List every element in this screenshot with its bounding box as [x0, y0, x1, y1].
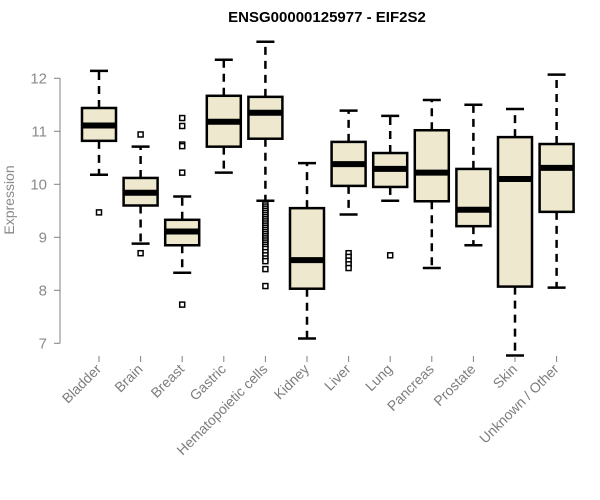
y-tick-label: 11 — [31, 123, 47, 140]
outlier-point — [262, 282, 269, 290]
outlier-point — [262, 265, 269, 273]
outlier-point — [345, 264, 352, 272]
box-iqr — [496, 135, 534, 288]
y-tick-label: 8 — [39, 282, 47, 299]
box-iqr — [413, 128, 451, 203]
y-axis: 7 8 9 10 11 12 — [30, 70, 61, 352]
outlier-point — [178, 301, 186, 308]
outlier-point — [137, 131, 144, 138]
y-tick-label: 7 — [39, 335, 47, 352]
y-tick-label: 10 — [30, 176, 47, 193]
box-iqr — [455, 167, 492, 228]
x-tick-label: Skin — [490, 361, 521, 392]
x-tick-label: Liver — [321, 361, 354, 394]
outlier-point — [178, 122, 186, 130]
x-tick-label: Bladder — [59, 361, 105, 407]
boxes — [80, 40, 575, 357]
box-iqr — [247, 95, 284, 140]
x-tick-label: Unknown / Other — [476, 361, 562, 447]
y-axis-label: Expression — [1, 165, 17, 234]
outlier-point — [178, 169, 186, 176]
x-tick-label: Lung — [362, 361, 395, 394]
outlier-point — [178, 142, 186, 150]
outlier-point — [178, 114, 186, 122]
box-lung — [371, 114, 409, 259]
box-hematopoietic-cells — [247, 40, 284, 290]
box-pancreas — [413, 98, 451, 270]
outlier-point — [386, 252, 394, 259]
box-liver — [330, 109, 367, 272]
box-kidney — [288, 161, 326, 340]
box-skin — [496, 107, 534, 357]
box-gastric — [205, 58, 243, 174]
x-tick-label: Brain — [111, 361, 145, 395]
outlier-point — [262, 257, 269, 265]
box-brain — [122, 131, 159, 257]
chart-title: ENSG00000125977 - EIF2S2 — [228, 9, 426, 26]
box-iqr — [288, 206, 326, 290]
box-unknown-other — [538, 73, 575, 289]
x-tick-label: Prostate — [430, 361, 478, 409]
box-prostate — [455, 103, 492, 247]
x-tick-label: Breast — [147, 361, 187, 401]
box-iqr — [538, 142, 575, 214]
x-tick-label: Kidney — [271, 361, 313, 403]
outlier-point — [137, 249, 144, 257]
outlier-point — [95, 209, 103, 216]
y-tick-label: 12 — [30, 70, 47, 87]
y-tick-label: 9 — [39, 229, 47, 246]
box-breast — [163, 114, 201, 308]
box-bladder — [80, 69, 118, 216]
